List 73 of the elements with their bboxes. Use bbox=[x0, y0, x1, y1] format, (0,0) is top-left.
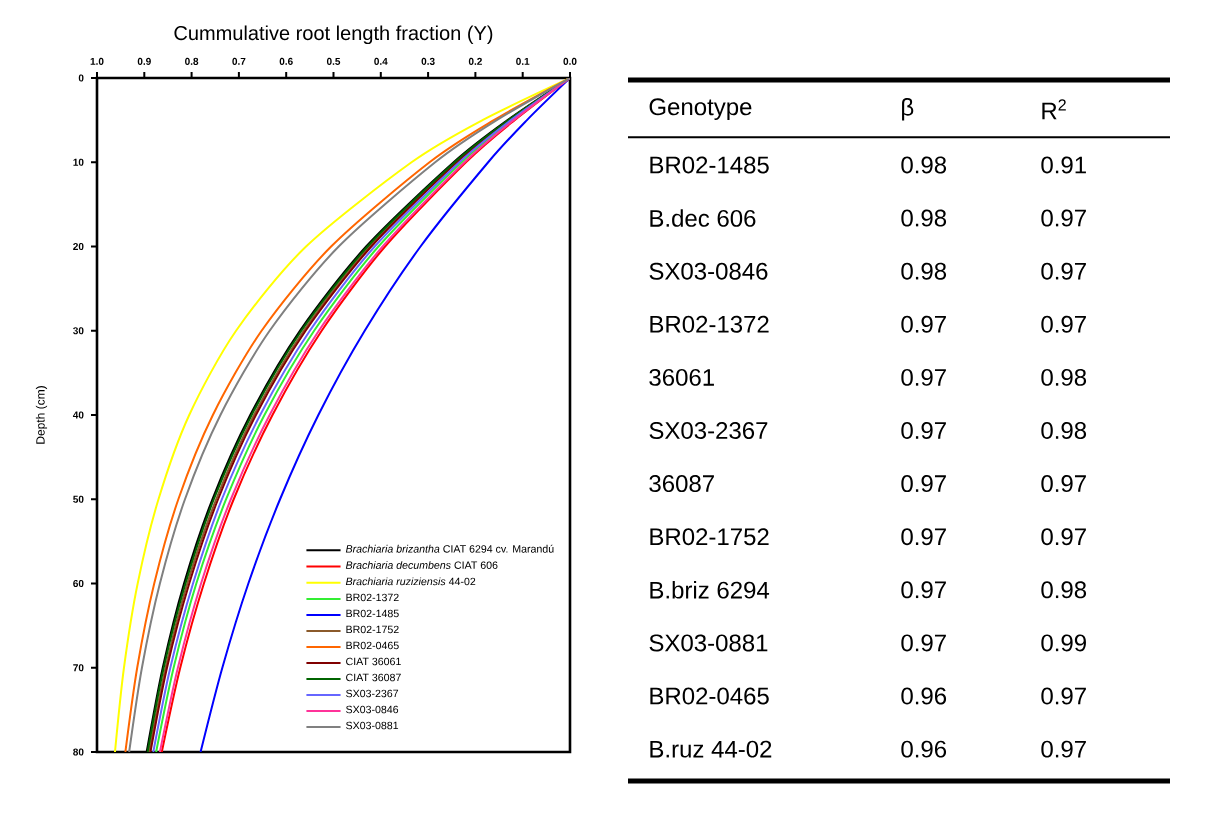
category-label: 36087 bbox=[649, 475, 714, 493]
y-tick-label: 60 bbox=[73, 579, 84, 588]
y-tick-label: 20 bbox=[73, 242, 84, 251]
y-tick-label: 70 bbox=[73, 664, 84, 672]
x-axis-title: Cummulative root length fraction (Y) bbox=[174, 25, 493, 45]
y-tick-label: 40 bbox=[72, 411, 84, 419]
data-label: 0.97 bbox=[901, 422, 946, 439]
data-label: 0.98 bbox=[901, 209, 947, 227]
data-label: 0.99 bbox=[1041, 634, 1086, 652]
y-axis-title: Depth (cm) bbox=[35, 386, 48, 444]
data-label: 0.97 bbox=[1041, 262, 1086, 280]
y-tick-label: 50 bbox=[73, 495, 84, 503]
data-label: 0.96 bbox=[901, 740, 947, 758]
text: Genotype bbox=[649, 98, 752, 121]
data-label: 0.97 bbox=[901, 315, 946, 333]
category-label: BR02-1372 bbox=[650, 315, 769, 333]
category-label: B.dec 606 bbox=[650, 209, 756, 227]
category-label: B.briz 6294 bbox=[650, 581, 770, 599]
category-label: BR02-0465 bbox=[650, 687, 769, 705]
x-tick-label: 0.0 bbox=[563, 57, 577, 65]
legend-label: BR02-1752 bbox=[346, 625, 399, 634]
data-label: 0.97 bbox=[1041, 528, 1086, 546]
legend-label: Brachiaria decumbens CIAT 606 bbox=[345, 561, 498, 569]
x-tick-label: 0.4 bbox=[374, 57, 388, 65]
y-tick-label: 0 bbox=[78, 74, 84, 82]
data-label: 0.98 bbox=[1041, 581, 1087, 599]
x-tick-label: 0.5 bbox=[326, 57, 341, 65]
x-tick-label: 1.0 bbox=[90, 57, 104, 65]
data-label: 0.98 bbox=[901, 156, 947, 174]
x-tick-label: 0.7 bbox=[232, 57, 246, 65]
data-label: 0.98 bbox=[1041, 368, 1087, 386]
data-label: 0.97 bbox=[1041, 475, 1086, 493]
x-tick-label: 0.9 bbox=[137, 57, 151, 65]
category-label: B.ruz 44-02 bbox=[650, 740, 772, 758]
legend-label: CIAT 36087 bbox=[346, 673, 401, 682]
x-tick-label: 0.1 bbox=[516, 57, 530, 65]
legend-label: SX03-0881 bbox=[346, 721, 399, 730]
legend-label: SX03-2367 bbox=[346, 689, 399, 698]
data-label: 0.97 bbox=[901, 528, 946, 546]
category-label: BR02-1752 bbox=[650, 528, 769, 546]
legend-label: Brachiaria ruziziensis 44-02 bbox=[345, 577, 476, 586]
data-label: 0.91 bbox=[1041, 156, 1086, 174]
data-label: 0.97 bbox=[901, 475, 946, 493]
data-label: 0.97 bbox=[1041, 209, 1086, 227]
data-label: 0.97 bbox=[901, 581, 946, 599]
category-label: SX03-0846 bbox=[649, 262, 768, 280]
x-tick-label: 0.8 bbox=[185, 57, 199, 65]
y-tick-label: 80 bbox=[73, 748, 84, 756]
text: β bbox=[902, 98, 914, 121]
category-label: SX03-2367 bbox=[649, 422, 768, 439]
data-label: 0.97 bbox=[1041, 315, 1086, 333]
category-label: BR02-1485 bbox=[650, 156, 769, 174]
x-tick-label: 0.3 bbox=[421, 57, 435, 65]
text: R$^{2}$ bbox=[1042, 99, 1066, 120]
data-label: 0.98 bbox=[901, 262, 947, 280]
x-tick-label: 0.2 bbox=[468, 57, 482, 65]
data-label: 0.97 bbox=[901, 634, 946, 652]
category-label: SX03-0881 bbox=[649, 634, 768, 652]
category-label: 36061 bbox=[649, 368, 714, 386]
legend-label: BR02-1372 bbox=[346, 593, 399, 602]
legend-label: Brachiaria brizantha CIAT 6294 cv. Marandú bbox=[345, 544, 554, 553]
data-label: 0.96 bbox=[901, 687, 947, 705]
legend-label: CIAT 36061 bbox=[346, 657, 401, 666]
y-tick-label: 10 bbox=[73, 158, 84, 166]
data-label: 0.97 bbox=[901, 368, 946, 386]
legend-label: BR02-1485 bbox=[346, 609, 399, 618]
x-tick-label: 0.6 bbox=[279, 57, 293, 65]
legend-label: SX03-0846 bbox=[346, 705, 399, 714]
y-tick-label: 30 bbox=[73, 327, 84, 335]
data-label: 0.98 bbox=[1041, 422, 1087, 439]
data-label: 0.97 bbox=[1041, 687, 1086, 705]
legend-label: BR02-0465 bbox=[346, 641, 399, 650]
data-label: 0.97 bbox=[1041, 740, 1086, 758]
